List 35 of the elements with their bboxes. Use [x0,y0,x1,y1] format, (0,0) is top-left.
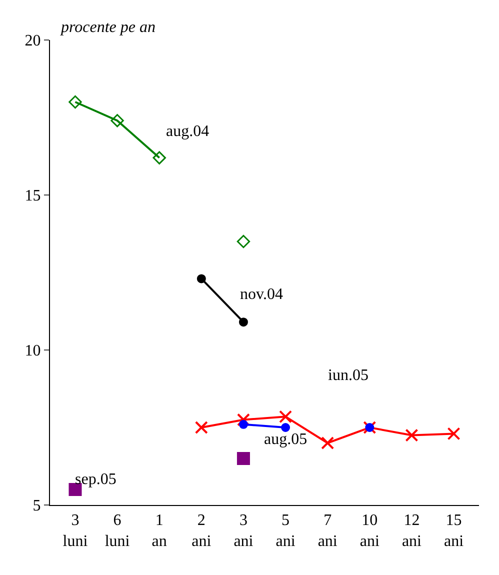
x-tick-label: 5 ani [276,512,296,550]
x-tick-label: 3 luni [62,512,88,550]
point [236,452,250,465]
point [194,421,208,434]
point [110,114,124,128]
x-tick-label: 1 an [152,512,167,550]
point [238,420,248,429]
x-tick-label: 2 ani [192,512,212,550]
x-tick-label: 12 ani [402,512,422,550]
x-tick-label: 10 ani [360,512,380,550]
y-tick-label: 5 [32,498,41,515]
point [236,234,250,248]
series-label: aug.05 [264,431,308,448]
series-label: sep.05 [75,471,116,488]
point [152,151,166,164]
y-tick-label: 20 [24,32,41,50]
series-label: aug.04 [166,123,210,140]
point [279,410,292,424]
x-tick-label: 3 ani [234,512,254,550]
x-tick-label: 7 ani [318,512,338,550]
point [447,427,460,440]
series-label: nov.04 [240,286,283,303]
text: iun.05 [328,367,368,384]
point [238,318,248,327]
point [281,423,290,432]
point [236,413,250,426]
y-tick-label: 10 [24,342,41,360]
point [196,274,206,284]
x-tick-label: 6 luni [104,512,130,550]
x-tick-label: 15 ani [444,512,464,550]
point [68,95,82,109]
point [405,428,418,442]
y-tick-label: 15 [24,188,41,205]
y-axis-title: procente pe an [60,19,156,36]
point [321,436,334,450]
